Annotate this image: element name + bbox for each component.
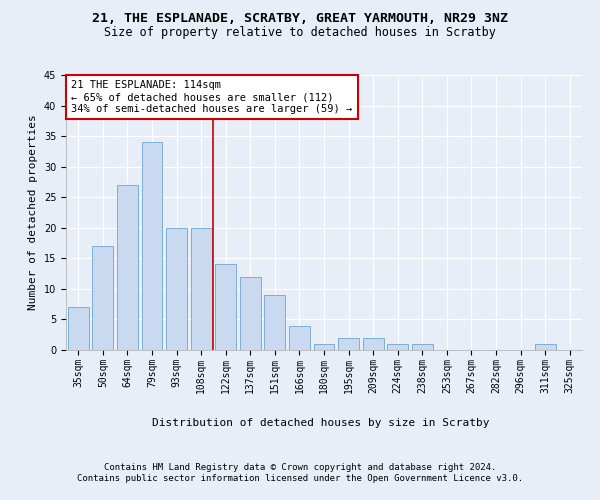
Bar — [289, 326, 310, 350]
Y-axis label: Number of detached properties: Number of detached properties — [28, 114, 38, 310]
Bar — [265, 295, 286, 350]
Text: Distribution of detached houses by size in Scratby: Distribution of detached houses by size … — [152, 418, 490, 428]
Bar — [68, 307, 89, 350]
Bar — [142, 142, 163, 350]
Text: 21, THE ESPLANADE, SCRATBY, GREAT YARMOUTH, NR29 3NZ: 21, THE ESPLANADE, SCRATBY, GREAT YARMOU… — [92, 12, 508, 26]
Bar — [117, 185, 138, 350]
Bar — [92, 246, 113, 350]
Bar — [314, 344, 334, 350]
Bar — [166, 228, 187, 350]
Bar — [215, 264, 236, 350]
Bar — [387, 344, 408, 350]
Bar — [412, 344, 433, 350]
Text: Size of property relative to detached houses in Scratby: Size of property relative to detached ho… — [104, 26, 496, 39]
Bar — [535, 344, 556, 350]
Bar — [240, 276, 261, 350]
Bar — [362, 338, 383, 350]
Text: 21 THE ESPLANADE: 114sqm
← 65% of detached houses are smaller (112)
34% of semi-: 21 THE ESPLANADE: 114sqm ← 65% of detach… — [71, 80, 352, 114]
Text: Contains public sector information licensed under the Open Government Licence v3: Contains public sector information licen… — [77, 474, 523, 483]
Bar — [191, 228, 212, 350]
Text: Contains HM Land Registry data © Crown copyright and database right 2024.: Contains HM Land Registry data © Crown c… — [104, 462, 496, 471]
Bar — [338, 338, 359, 350]
